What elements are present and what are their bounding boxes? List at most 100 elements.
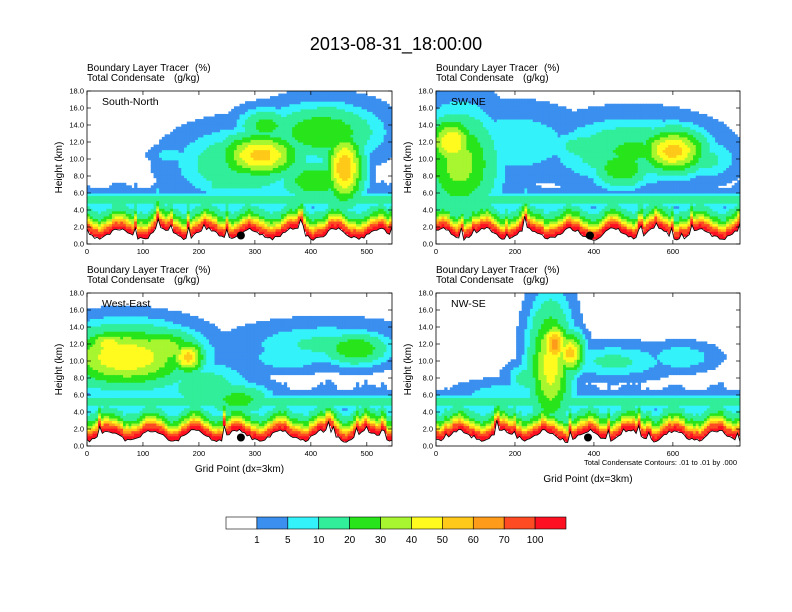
colorbar-tick-label: 40 <box>406 535 418 546</box>
panel-sw-ne: Boundary Layer Tracer (%) Total Condensate… <box>403 63 741 256</box>
y-tick-label: 18.0 <box>418 289 433 298</box>
site-marker <box>236 231 245 240</box>
tracer-field <box>87 91 392 244</box>
site-marker <box>585 231 594 240</box>
y-tick-label: 16.0 <box>69 104 84 113</box>
panel-header-condensate-units: (g/kg) <box>174 275 200 286</box>
colorbar-tick-label: 10 <box>313 535 325 546</box>
y-tick-label: 12.0 <box>418 138 433 147</box>
colorbar-tick-label: 100 <box>527 535 544 546</box>
y-tick-label: 16.0 <box>69 306 84 315</box>
x-tick-label: 400 <box>588 449 601 458</box>
y-tick-label: 12.0 <box>69 340 84 349</box>
colorbar-swatch <box>442 516 474 530</box>
y-tick-label: 18.0 <box>418 87 433 96</box>
x-tick-label: 100 <box>137 449 150 458</box>
plot-frame <box>435 90 741 245</box>
panel-label: South-North <box>102 96 159 108</box>
x-tick-label: 300 <box>249 247 262 256</box>
condensate-contour <box>436 420 740 443</box>
x-tick-label: 300 <box>249 449 262 458</box>
y-tick-label: 2.0 <box>423 425 433 434</box>
y-tick-label: 2.0 <box>74 425 84 434</box>
x-axis-label: Grid Point (dx=3km) <box>195 464 284 475</box>
panel-header-tracer-units: (%) <box>544 265 560 276</box>
y-tick-label: 8.0 <box>423 172 433 181</box>
x-tick-label: 100 <box>137 247 150 256</box>
y-tick-label: 0.0 <box>74 240 84 249</box>
x-axis-label: Grid Point (dx=3km) <box>543 474 632 485</box>
panel-header-condensate: Total Condensate <box>87 73 165 84</box>
y-tick-label: 12.0 <box>418 340 433 349</box>
site-marker <box>236 433 245 442</box>
x-tick-label: 500 <box>361 247 374 256</box>
colorbar-swatch <box>380 516 412 530</box>
x-tick-label: 600 <box>667 449 680 458</box>
terrain-fill <box>87 219 392 244</box>
y-axis-label: Height (km) <box>54 142 65 194</box>
x-tick-label: 600 <box>667 247 680 256</box>
panel-header-tracer: Boundary Layer Tracer <box>436 63 538 74</box>
y-axis-label: Height (km) <box>403 142 414 194</box>
x-tick-label: 400 <box>305 247 318 256</box>
panel-header-condensate-units: (g/kg) <box>523 275 549 286</box>
x-tick-label: 200 <box>509 449 522 458</box>
x-tick-label: 400 <box>588 247 601 256</box>
panel-header-condensate: Total Condensate <box>436 73 514 84</box>
panel-header-condensate: Total Condensate <box>87 275 165 286</box>
panel-label: SW-NE <box>451 96 486 108</box>
x-tick-label: 200 <box>193 247 206 256</box>
y-tick-label: 18.0 <box>69 87 84 96</box>
panel-header-tracer: Boundary Layer Tracer <box>436 265 538 276</box>
colorbar-swatch <box>287 516 320 530</box>
condensate-contour <box>87 420 392 443</box>
y-axis-label: Height (km) <box>54 344 65 396</box>
y-tick-label: 10.0 <box>418 357 433 366</box>
colorbar-tick-label: 30 <box>375 535 387 546</box>
y-tick-label: 0.0 <box>74 442 84 451</box>
colorbar-tick-label: 20 <box>344 535 356 546</box>
colorbar-swatch <box>349 516 381 530</box>
y-tick-label: 16.0 <box>418 306 433 315</box>
x-tick-label: 500 <box>361 449 374 458</box>
panel-header-condensate: Total Condensate <box>436 275 514 286</box>
y-tick-label: 10.0 <box>69 155 84 164</box>
x-tick-label: 400 <box>305 449 318 458</box>
y-tick-label: 14.0 <box>69 121 84 130</box>
panel-label: NW-SE <box>451 298 486 310</box>
panel-header-tracer-units: (%) <box>195 63 211 74</box>
colorbar-tick-label: 5 <box>285 535 291 546</box>
y-tick-label: 4.0 <box>423 206 433 215</box>
colorbar-swatch <box>472 516 505 530</box>
tracer-field <box>436 91 740 244</box>
panel-header-tracer: Boundary Layer Tracer <box>87 265 189 276</box>
y-tick-label: 14.0 <box>418 121 433 130</box>
y-tick-label: 0.0 <box>423 240 433 249</box>
y-tick-label: 12.0 <box>69 138 84 147</box>
colorbar-swatch <box>411 516 443 530</box>
y-tick-label: 2.0 <box>74 223 84 232</box>
colorbar: 1 5 10 20 30 40 50 60 70 100 <box>225 516 567 546</box>
contour-footnote: Total Condensate Contours: .01 to .01 by… <box>584 458 737 467</box>
panel-label: West-East <box>102 298 150 310</box>
panel-south-north: Boundary Layer Tracer (%) Total Condensate… <box>54 63 393 256</box>
x-tick-label: 200 <box>509 247 522 256</box>
terrain-fill <box>436 216 740 244</box>
y-tick-label: 6.0 <box>74 189 84 198</box>
terrain-fill <box>436 420 740 446</box>
y-tick-label: 18.0 <box>69 289 84 298</box>
y-tick-label: 14.0 <box>418 323 433 332</box>
colorbar-swatch <box>534 516 567 530</box>
tracer-field <box>87 305 392 446</box>
y-tick-label: 0.0 <box>423 442 433 451</box>
y-tick-label: 4.0 <box>74 206 84 215</box>
panel-header-tracer: Boundary Layer Tracer <box>87 63 189 74</box>
tracer-field <box>436 293 740 446</box>
colorbar-tick-label: 70 <box>499 535 511 546</box>
x-tick-label: 0 <box>434 247 438 256</box>
y-tick-label: 8.0 <box>423 374 433 383</box>
panel-west-east: Boundary Layer Tracer (%) Total Condensate… <box>54 265 393 475</box>
panel-nw-se: Boundary Layer Tracer (%) Total Condensate… <box>403 265 741 485</box>
x-tick-label: 200 <box>193 449 206 458</box>
